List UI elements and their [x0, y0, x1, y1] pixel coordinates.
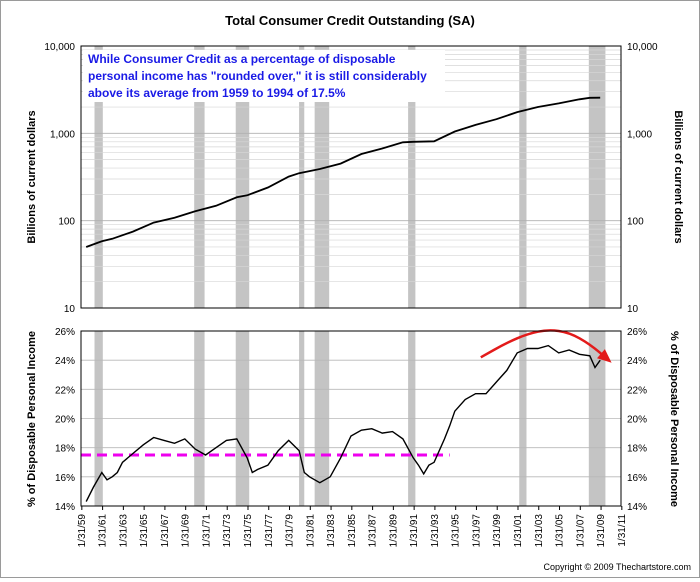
- x-tick-label: 1/31/75: [243, 514, 254, 548]
- x-tick-label: 1/31/95: [451, 514, 462, 548]
- annotation-line-1: While Consumer Credit as a percentage of…: [88, 52, 396, 66]
- recession-band-top-0: [94, 46, 103, 308]
- bottom-panel: 14% 16% 18% 20% 22% 24% 26% 14% 16% 18% 20% 22% 24%…: [26, 327, 680, 513]
- credit-percent-dpi-line: [85, 344, 601, 502]
- bottom-y-tick-label-left: 26%: [55, 327, 75, 338]
- x-tick-label: 1/31/69: [181, 514, 192, 548]
- top-y-tick-label-right: 10,000: [627, 42, 658, 53]
- x-tick-label: 1/31/87: [368, 514, 379, 548]
- recession-band-top-1: [194, 46, 205, 308]
- x-tick-label: 1/31/73: [222, 514, 233, 548]
- x-tick-label: 1/31/61: [98, 514, 109, 548]
- top-recession-bands: [94, 46, 606, 308]
- bottom-y-tick-label-right: 16%: [627, 473, 647, 484]
- bottom-y-tick-label-right: 20%: [627, 415, 647, 426]
- x-tick-label: 1/31/93: [430, 514, 441, 548]
- recession-band-top-4: [314, 46, 330, 308]
- bottom-y-tick-labels-right: 14% 16% 18% 20% 22% 24% 26%: [627, 327, 647, 513]
- x-tick-label: 1/31/91: [409, 514, 420, 548]
- bottom-y-axis-label-left: % of Disposable Personal Income: [26, 331, 38, 507]
- rounding-over-arrowhead: [597, 349, 612, 363]
- top-y-tick-label-right: 100: [627, 217, 644, 228]
- x-tick-label: 1/31/79: [285, 514, 296, 548]
- bottom-y-axis-label-right: % of Disposable Personal Income: [668, 331, 680, 507]
- x-axis-tick-labels: 1/31/59 1/31/61 1/31/63 1/31/65 1/31/67 1/31/…: [77, 506, 628, 547]
- x-tick-label: 1/31/85: [347, 514, 358, 548]
- x-tick-label: 1/31/71: [201, 514, 212, 548]
- bottom-y-tick-label-right: 26%: [627, 327, 647, 338]
- top-y-axis-label-right: Billions of current dollars: [672, 110, 684, 243]
- x-tick-label: 1/31/63: [118, 514, 129, 548]
- top-y-tick-label-left: 100: [58, 217, 75, 228]
- top-y-tick-label-left: 1,000: [50, 129, 75, 140]
- annotation-line-3: above its average from 1959 to 1994 of 1…: [88, 86, 346, 100]
- bottom-y-tick-label-left: 14%: [55, 502, 75, 513]
- bottom-y-tick-label-right: 14%: [627, 502, 647, 513]
- x-tick-label: 1/31/09: [596, 514, 607, 548]
- bottom-y-tick-label-left: 16%: [55, 473, 75, 484]
- bottom-y-tick-label-left: 18%: [55, 444, 75, 455]
- x-tick-label: 1/31/65: [139, 514, 150, 548]
- annotation-line-2: personal income has "rounded over," it i…: [88, 69, 427, 83]
- recession-band-top-5: [408, 46, 416, 308]
- x-tick-label: 1/31/67: [160, 514, 171, 548]
- x-tick-label: 1/31/07: [575, 514, 586, 548]
- top-y-tick-label-right: 1,000: [627, 129, 652, 140]
- x-tick-label: 1/31/97: [471, 514, 482, 548]
- x-tick-label: 1/31/89: [388, 514, 399, 548]
- bottom-y-tick-label-right: 24%: [627, 356, 647, 367]
- top-y-tick-labels-right: 10 100 1,000 10,000: [627, 42, 658, 315]
- top-plot-border: [80, 45, 622, 309]
- top-y-tick-label-left: 10,000: [44, 42, 75, 53]
- bottom-y-tick-label-right: 22%: [627, 385, 647, 396]
- x-tick-label: 1/31/59: [77, 514, 88, 548]
- x-tick-label: 1/31/05: [555, 514, 566, 548]
- recession-band-top-3: [299, 46, 305, 308]
- x-tick-label: 1/31/77: [264, 514, 275, 548]
- chart-title: Total Consumer Credit Outstanding (SA): [225, 13, 475, 28]
- recession-band-top-7: [588, 46, 606, 308]
- x-tick-label: 1/31/03: [534, 514, 545, 548]
- top-panel: 10 100 1,000 10,000 10 100 1,000 10,000 While …: [26, 42, 684, 315]
- bottom-y-tick-label-left: 20%: [55, 415, 75, 426]
- x-tick-label: 1/31/01: [513, 514, 524, 548]
- top-y-tick-labels-left: 10 100 1,000 10,000: [44, 42, 75, 315]
- x-tick-label: 1/31/81: [305, 514, 316, 548]
- credit-outstanding-line: [85, 96, 601, 248]
- bottom-y-tick-labels-left: 14% 16% 18% 20% 22% 24% 26%: [55, 327, 75, 513]
- top-y-tick-label-left: 10: [64, 304, 76, 315]
- bottom-y-tick-label-left: 22%: [55, 385, 75, 396]
- bottom-y-tick-label-right: 18%: [627, 444, 647, 455]
- copyright-text: Copyright © 2009 Thechartstore.com: [543, 562, 691, 572]
- top-y-tick-label-right: 10: [627, 304, 639, 315]
- recession-band-top-2: [235, 46, 250, 308]
- top-y-axis-label-left: Billions of current dollars: [26, 110, 38, 243]
- x-tick-label: 1/31/11: [617, 514, 628, 547]
- recession-band-top-6: [519, 46, 527, 308]
- annotation-box: [83, 50, 445, 102]
- x-tick-label: 1/31/83: [326, 514, 337, 548]
- x-tick-label: 1/31/99: [492, 514, 503, 548]
- bottom-plot-border: [80, 330, 622, 507]
- bottom-y-tick-label-left: 24%: [55, 356, 75, 367]
- rounding-over-arrow: [480, 329, 610, 362]
